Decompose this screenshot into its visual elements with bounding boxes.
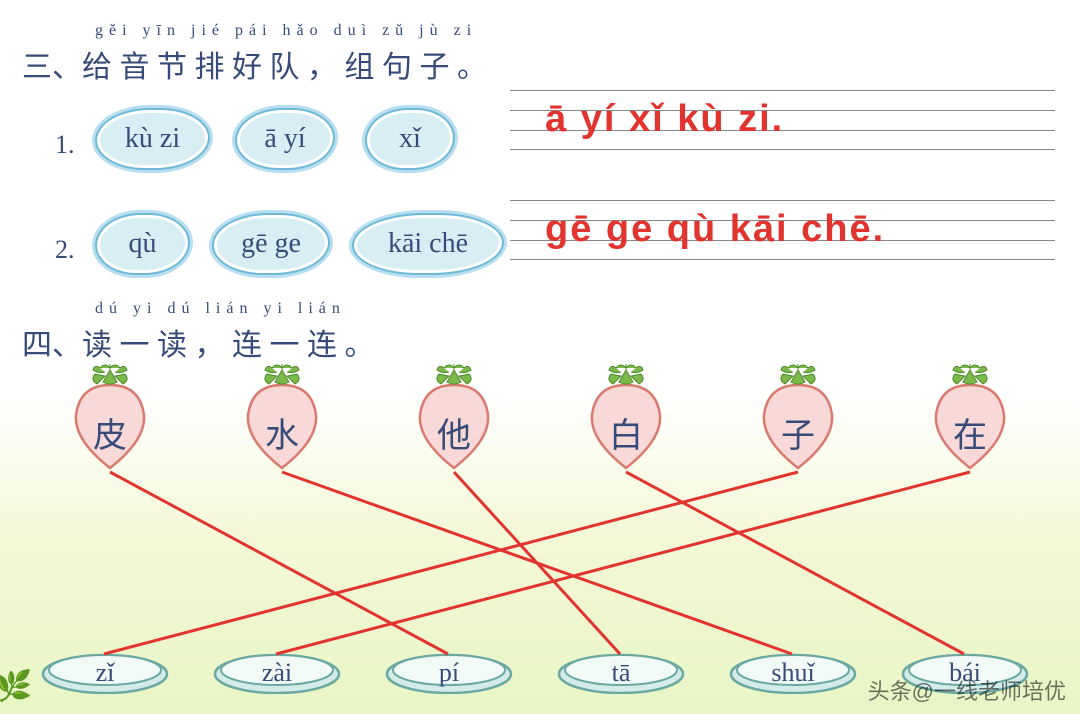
dish-3: tā bbox=[556, 650, 686, 699]
strawberry-char: 白 bbox=[581, 408, 671, 457]
dish-label: pí bbox=[384, 658, 514, 688]
answer-r1: ā yí xǐ kù zi. bbox=[545, 98, 784, 141]
strawberry-5: 在 bbox=[925, 380, 1015, 475]
answer-r2: gē ge qù kāi chē. bbox=[545, 208, 885, 251]
section3-pinyin: gěi yīn jié pái hǎo duì zǔ jù zi bbox=[95, 22, 477, 40]
dish-4: shuǐ bbox=[728, 650, 858, 699]
dish-label: shuǐ bbox=[728, 658, 858, 688]
strawberry-1: 水 bbox=[237, 380, 327, 475]
dish-2: pí bbox=[384, 650, 514, 699]
section4-pinyin: dú yi dú lián yi lián bbox=[95, 300, 346, 318]
strawberry-leaf-icon bbox=[945, 362, 995, 388]
strawberry-leaf-icon bbox=[601, 362, 651, 388]
row1-num: 1. bbox=[55, 130, 75, 160]
strawberry-leaf-icon bbox=[773, 362, 823, 388]
cloud-r1-0: kù zi bbox=[95, 108, 210, 170]
cloud-r1-2: xǐ bbox=[365, 108, 455, 170]
row2-num: 2. bbox=[55, 235, 75, 265]
dish-label: zài bbox=[212, 658, 342, 688]
strawberry-char: 子 bbox=[753, 408, 843, 457]
cloud-r2-1: gē ge bbox=[212, 213, 330, 275]
strawberry-2: 他 bbox=[409, 380, 499, 475]
dish-label: tā bbox=[556, 658, 686, 688]
strawberry-4: 子 bbox=[753, 380, 843, 475]
dish-1: zài bbox=[212, 650, 342, 699]
watermark: 头条@一线老师培优 bbox=[868, 674, 1066, 706]
grass-decoration: 🌿 bbox=[0, 669, 32, 704]
cloud-r2-2: kāi chē bbox=[352, 213, 504, 275]
section4-title: 四、读 一 读 ， 连 一 连 。 bbox=[22, 320, 375, 364]
strawberry-0: 皮 bbox=[65, 380, 155, 475]
strawberry-leaf-icon bbox=[257, 362, 307, 388]
dish-0: zǐ bbox=[40, 650, 170, 699]
cloud-r2-0: qù bbox=[95, 213, 190, 275]
cloud-r1-1: ā yí bbox=[235, 108, 335, 170]
strawberry-3: 白 bbox=[581, 380, 671, 475]
strawberry-char: 水 bbox=[237, 408, 327, 457]
strawberry-char: 皮 bbox=[65, 408, 155, 457]
section3-title: 三、给 音 节 排 好 队 ， 组 句 子 。 bbox=[22, 42, 487, 86]
dish-label: zǐ bbox=[40, 658, 170, 688]
strawberry-leaf-icon bbox=[85, 362, 135, 388]
strawberry-leaf-icon bbox=[429, 362, 479, 388]
strawberry-char: 他 bbox=[409, 408, 499, 457]
strawberry-char: 在 bbox=[925, 408, 1015, 457]
